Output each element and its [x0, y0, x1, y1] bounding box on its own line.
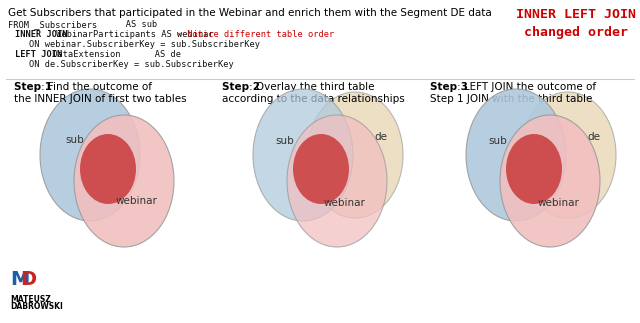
Ellipse shape	[287, 115, 387, 247]
Ellipse shape	[293, 134, 349, 204]
Text: MATEUSZ: MATEUSZ	[10, 295, 51, 304]
Ellipse shape	[80, 134, 136, 204]
Text: sub: sub	[66, 135, 84, 145]
Text: LEFT JOIN: LEFT JOIN	[15, 50, 62, 59]
Text: webinar: webinar	[324, 198, 366, 208]
Text: the INNER JOIN of first two tables: the INNER JOIN of first two tables	[14, 94, 187, 104]
Text: sub: sub	[488, 136, 508, 146]
Ellipse shape	[466, 89, 566, 221]
Text: de: de	[588, 132, 600, 142]
Ellipse shape	[74, 115, 174, 247]
Text: AS de: AS de	[97, 50, 180, 59]
Text: M: M	[10, 270, 29, 289]
Text: INNER LEFT JOIN
changed order: INNER LEFT JOIN changed order	[516, 8, 636, 39]
Text: INNER JOIN: INNER JOIN	[15, 30, 68, 39]
Text: according to the data relationships: according to the data relationships	[222, 94, 404, 104]
Text: : Overlay the third table: : Overlay the third table	[250, 82, 375, 92]
Ellipse shape	[500, 115, 600, 247]
Text: Step 2: Step 2	[222, 82, 260, 92]
Text: « Notice different table order: « Notice different table order	[161, 30, 334, 39]
Ellipse shape	[307, 92, 403, 218]
Text: : LEFT JOIN the outcome of: : LEFT JOIN the outcome of	[458, 82, 596, 92]
Text: webinar: webinar	[537, 198, 579, 208]
Text: D: D	[20, 270, 36, 289]
Text: DABROWSKI: DABROWSKI	[10, 302, 63, 311]
Ellipse shape	[253, 89, 353, 221]
Text: Step 1: Step 1	[14, 82, 52, 92]
Text: sub: sub	[276, 136, 294, 146]
Text: AS sub: AS sub	[68, 20, 157, 29]
Text: WebinarParticipants AS webinar: WebinarParticipants AS webinar	[51, 30, 213, 39]
Ellipse shape	[506, 134, 562, 204]
Text: Step 1 JOIN with the third table: Step 1 JOIN with the third table	[430, 94, 593, 104]
Text: FROM _Subscribers: FROM _Subscribers	[8, 20, 97, 29]
Ellipse shape	[520, 92, 616, 218]
Text: de: de	[374, 132, 387, 142]
Text: Get Subscribers that participated in the Webinar and enrich them with the Segmen: Get Subscribers that participated in the…	[8, 8, 492, 18]
Text: ON webinar.SubscriberKey = sub.SubscriberKey: ON webinar.SubscriberKey = sub.Subscribe…	[8, 40, 260, 49]
Text: DataExtension: DataExtension	[47, 50, 120, 59]
Text: : Find the outcome of: : Find the outcome of	[42, 82, 152, 92]
Ellipse shape	[40, 89, 140, 221]
Text: Step 3: Step 3	[430, 82, 468, 92]
Text: ON de.SubscriberKey = sub.SubscriberKey: ON de.SubscriberKey = sub.SubscriberKey	[8, 60, 234, 69]
Text: webinar: webinar	[115, 196, 157, 206]
